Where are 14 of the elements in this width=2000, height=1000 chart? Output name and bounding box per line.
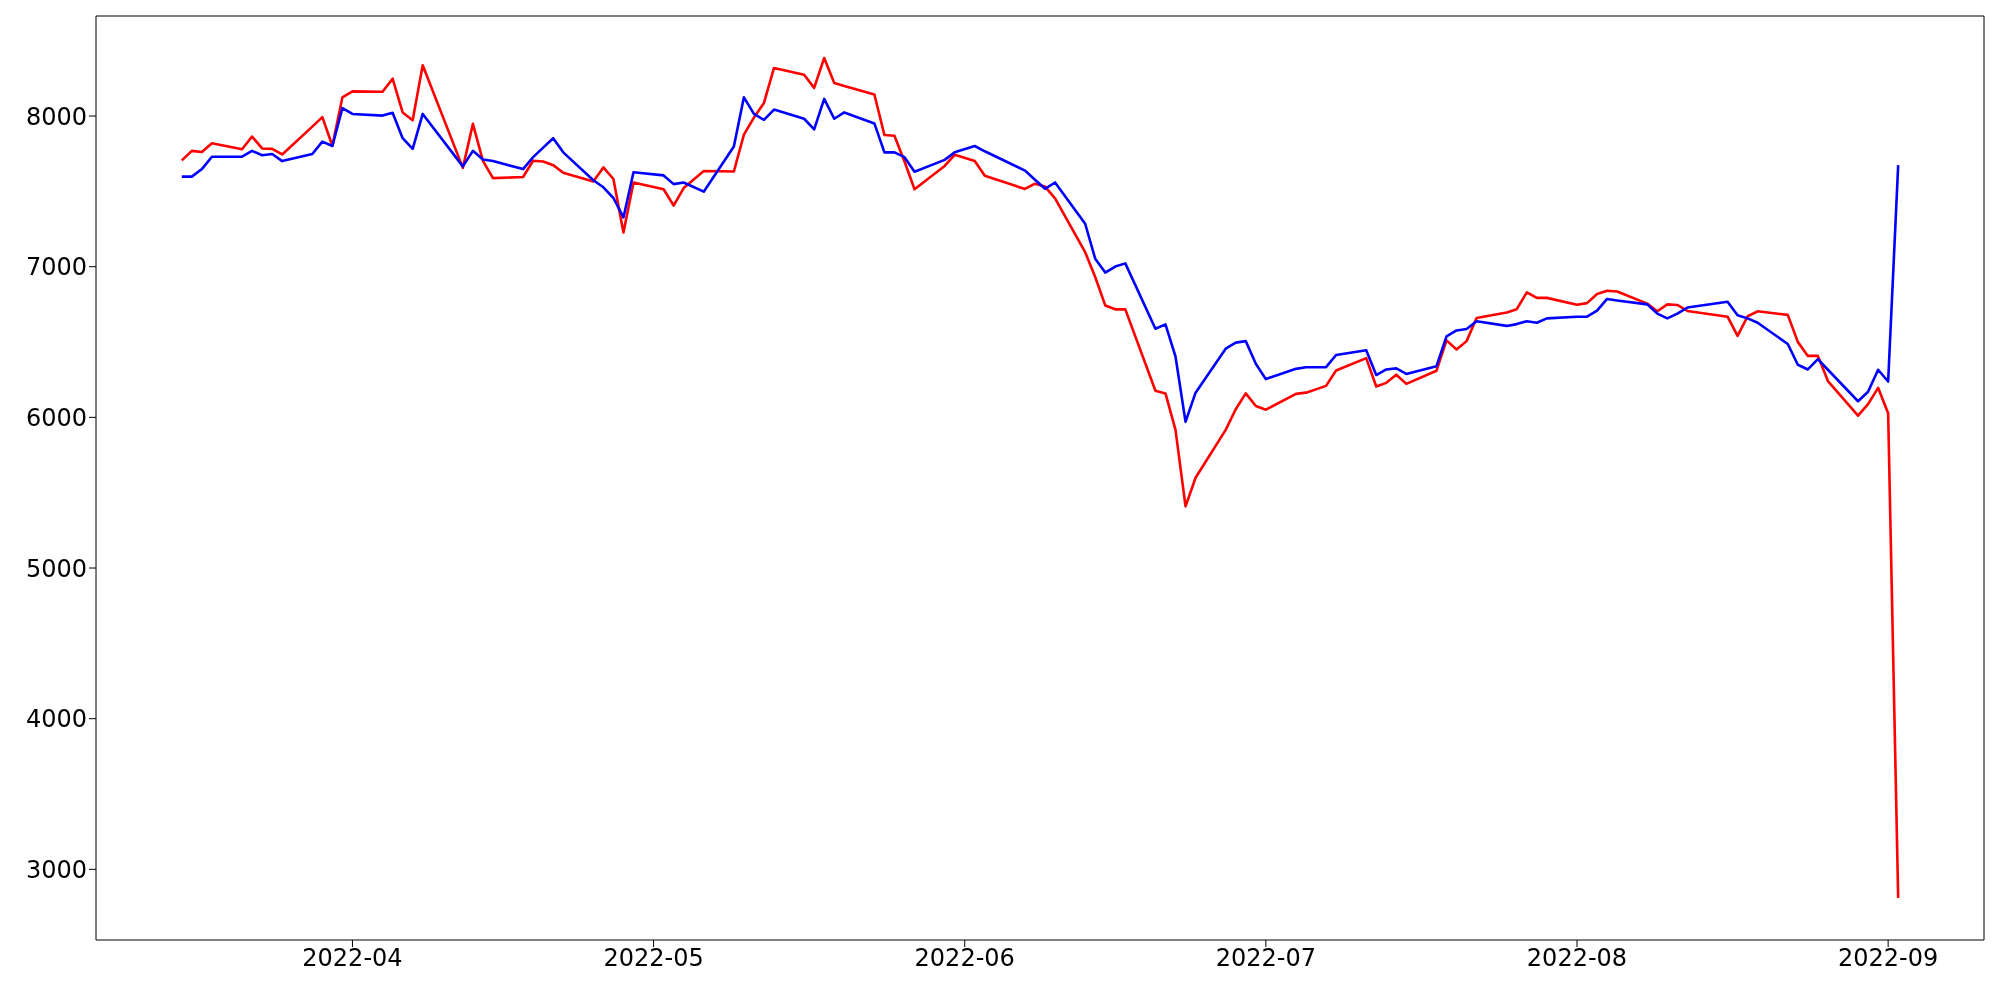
- x-tick-label: 2022-08: [1526, 944, 1628, 973]
- y-tick-label: 4000: [25, 705, 87, 734]
- line-series: [180, 96, 1900, 424]
- y-tick-label: 3000: [25, 855, 87, 884]
- line-series: [180, 56, 1900, 900]
- x-tick-label: 2022-09: [1838, 944, 1939, 973]
- x-tick-label: 2022-04: [302, 944, 403, 973]
- x-tick-label: 2022-05: [603, 944, 704, 973]
- x-tick-label: 2022-07: [1215, 944, 1316, 973]
- y-tick-label: 7000: [25, 253, 87, 282]
- x-tick-label: 2022-06: [914, 944, 1015, 973]
- y-tick-label: 6000: [25, 403, 87, 432]
- y-tick-label: 8000: [25, 102, 87, 131]
- y-tick-label: 5000: [25, 554, 87, 583]
